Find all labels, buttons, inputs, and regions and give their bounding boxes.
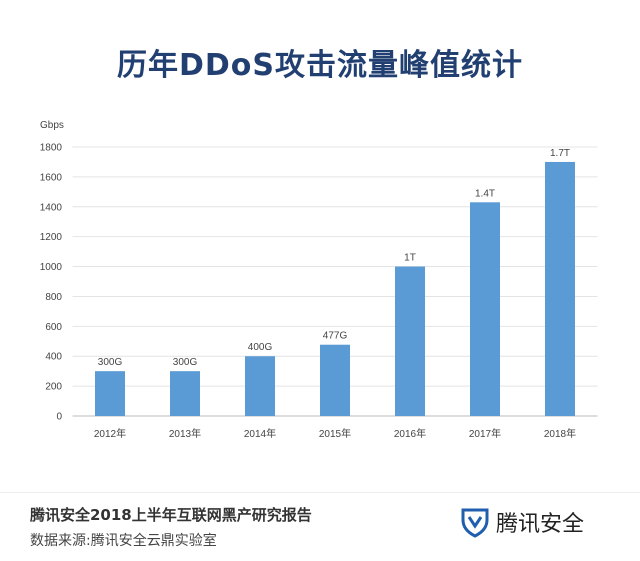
bar-chart: Gbps 0 200 400 600 800 1000 1200 1400 1600 1800 30… [40, 120, 598, 440]
x-tick-label: 2017年 [469, 427, 501, 440]
y-axis-label: Gbps [40, 120, 64, 131]
y-tick-label: 400 [45, 352, 62, 363]
data-label: 1T [404, 253, 416, 264]
data-label: 477G [323, 331, 348, 342]
shield-icon [461, 508, 489, 538]
footer-divider [0, 492, 640, 493]
x-tick-label: 2015年 [319, 427, 351, 440]
y-tick-label: 800 [45, 292, 62, 303]
bar [320, 344, 350, 416]
y-tick-label: 1800 [40, 143, 63, 154]
y-tick-label: 600 [45, 322, 62, 333]
tencent-security-logo: 腾讯安全 [460, 506, 584, 538]
x-tick-label: 2016年 [394, 427, 426, 440]
x-tick-label: 2013年 [169, 427, 201, 440]
bar [170, 371, 200, 416]
data-label: 400G [248, 342, 273, 353]
y-tick-label: 200 [45, 382, 62, 393]
x-tick-label: 2014年 [244, 427, 276, 440]
data-label: 300G [98, 357, 123, 368]
data-label: 300G [173, 357, 198, 368]
y-tick-label: 1000 [40, 262, 63, 273]
x-tick-label: 2012年 [94, 427, 126, 440]
data-source: 数据来源:腾讯安全云鼎实验室 [30, 533, 217, 549]
data-label: 1.7T [550, 148, 570, 159]
y-tick-label: 1400 [40, 202, 63, 213]
report-title: 腾讯安全2018上半年互联网黑产研究报告 [30, 506, 312, 524]
bar [395, 266, 425, 416]
y-tick-label: 1200 [40, 232, 63, 243]
logo-text: 腾讯安全 [496, 512, 585, 537]
y-tick-label: 0 [56, 412, 62, 423]
bar [470, 202, 500, 416]
data-label: 1.4T [475, 188, 495, 199]
y-tick-label: 1600 [40, 172, 63, 183]
bar [245, 356, 275, 416]
x-tick-label: 2018年 [544, 427, 576, 440]
chart-title: 历年DDoS攻击流量峰值统计 [116, 48, 524, 83]
bar [545, 161, 575, 416]
bar [95, 371, 125, 416]
